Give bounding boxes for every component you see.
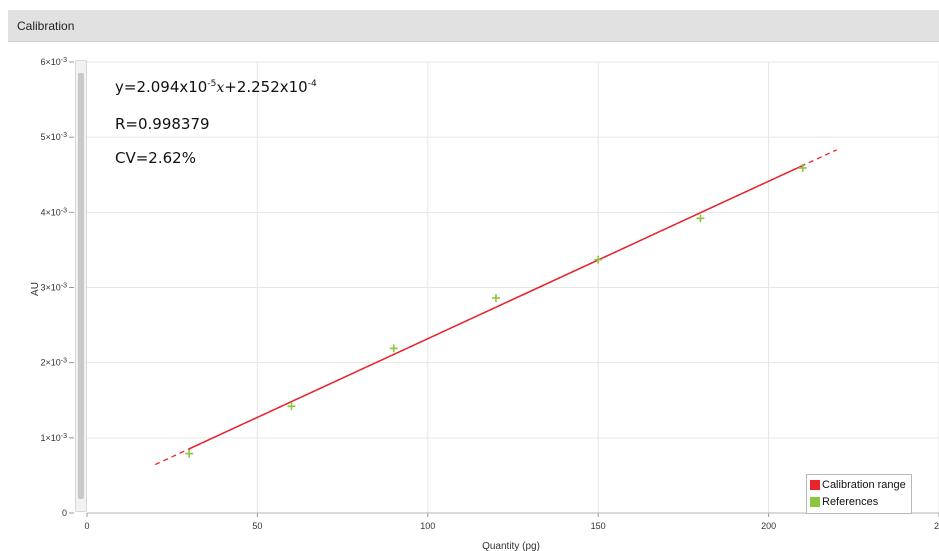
equation-annotation: y=2.094x10-5x+2.252x10-4: [115, 78, 317, 96]
tick-labels-layer: 0501001502002501×10-32×10-33×10-34×10-35…: [40, 57, 939, 531]
reference-point: [287, 402, 296, 411]
grid-layer: [87, 61, 939, 513]
panel-title: Calibration: [17, 19, 75, 33]
y-tick-label: 0: [62, 508, 67, 518]
panel-title-bar: Calibration: [8, 10, 939, 42]
equation-prefix: y=2.094x10: [115, 78, 208, 96]
cv-value-annotation: CV=2.62%: [115, 149, 196, 167]
x-tick-label: 150: [591, 521, 606, 531]
equation-exponent-1: -5: [207, 79, 217, 89]
x-tick-label: 50: [252, 521, 262, 531]
y-axis-title: AU: [30, 282, 41, 296]
reference-points-layer: [185, 163, 807, 458]
vertical-scrollbar[interactable]: [75, 60, 87, 512]
legend-item-calibration-range: Calibration range: [810, 479, 906, 491]
equation-variable: x: [216, 80, 225, 96]
axis-layer: [69, 61, 939, 517]
scrollbar-thumb[interactable]: [78, 73, 84, 499]
equation-exponent-2: -4: [307, 79, 317, 89]
y-tick-label: 6×10-3: [40, 57, 67, 67]
legend-label-calibration-range: Calibration range: [822, 479, 906, 491]
legend-label-references: References: [822, 496, 879, 508]
chart-legend: Calibration range References: [806, 474, 912, 514]
x-axis-title: Quantity (pg): [482, 541, 540, 551]
reference-point: [594, 255, 603, 264]
legend-item-references: References: [810, 496, 878, 508]
calibration-line-layer: [154, 149, 838, 466]
y-tick-label: 4×10-3: [40, 207, 67, 217]
y-tick-label: 5×10-3: [40, 132, 67, 142]
x-tick-label: 100: [420, 521, 435, 531]
y-tick-label: 2×10-3: [40, 358, 67, 368]
reference-point: [491, 294, 500, 303]
x-tick-label: 0: [84, 521, 89, 531]
x-tick-label: 25: [934, 521, 939, 531]
y-tick-label: 3×10-3: [40, 283, 67, 293]
reference-point: [798, 163, 807, 172]
calibration-line: [188, 164, 803, 450]
legend-swatch-calibration-range: [810, 480, 820, 490]
legend-swatch-references: [810, 497, 820, 507]
equation-middle: +2.252x10: [224, 78, 308, 96]
reference-point: [185, 449, 194, 458]
reference-point: [389, 344, 398, 353]
y-tick-label: 1×10-3: [40, 433, 67, 443]
reference-point: [696, 214, 705, 223]
r-value-annotation: R=0.998379: [115, 115, 210, 133]
x-tick-label: 200: [761, 521, 776, 531]
